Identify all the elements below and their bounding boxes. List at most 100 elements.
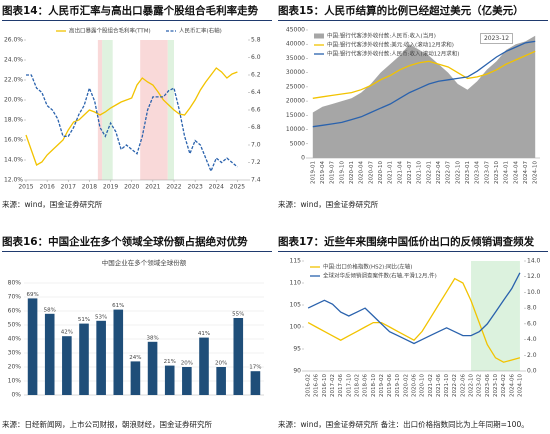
y-tick-label: 50% xyxy=(8,322,22,329)
x-tick-label: 2022-01 xyxy=(426,161,432,184)
chart: 12.0% 14.0% 16.0% 18.0% 20.0% 22.0% 24.0% 26.0%… xyxy=(4,27,261,191)
x-tick-label: 2017-10 xyxy=(346,374,352,397)
x-tick-label: 2018-02 xyxy=(354,374,360,397)
y-tick-label: 30000 xyxy=(286,69,305,76)
x-tick-label: 2021-06 xyxy=(436,374,442,397)
legend-label: 人民币汇率(右轴) xyxy=(179,27,222,35)
y-tick-label: 20% xyxy=(8,364,22,371)
chart-subtitle: 中国企业在多个领域全球份额 xyxy=(102,258,187,267)
x-tick-label: 2022-06 xyxy=(460,374,466,397)
y2-tick-label: 7.4 xyxy=(251,177,261,184)
area xyxy=(312,35,536,159)
y-tick-label: 20000 xyxy=(286,98,305,105)
x-tick-label: 2021-10 xyxy=(417,161,423,184)
x-tick-label: 2022 xyxy=(166,184,181,191)
x-tick-label: 2024-06 xyxy=(509,374,515,397)
y2-tick-label: 8.0 xyxy=(527,305,537,312)
x-tick-label: 2021-07 xyxy=(407,161,413,184)
y-tick-label: 45000 xyxy=(286,27,305,34)
x-tick-label: 2019-01 xyxy=(310,161,316,184)
shaded-region xyxy=(97,40,103,180)
bar xyxy=(164,365,175,395)
x-tick-label: 2019-10 xyxy=(339,161,345,184)
shaded-region xyxy=(167,40,174,180)
line xyxy=(307,272,521,345)
bar xyxy=(147,341,158,395)
y2-tick-label: 12.0 xyxy=(527,273,541,280)
x-tick-label: 2020 xyxy=(124,184,139,191)
y2-tick-label: 6.0 xyxy=(527,320,537,327)
data-label: 20% xyxy=(181,361,193,367)
chart: 90 95 100 105 110 115 0.0 2.0 4.0 6.0 8.0 10.0 12.0 1… xyxy=(290,258,541,397)
legend-swatch xyxy=(314,33,324,39)
x-tick-label: 2024-02 xyxy=(501,374,507,397)
y-tick-label: 35000 xyxy=(286,55,305,62)
y-tick-label: 80% xyxy=(8,280,22,287)
data-label: 53% xyxy=(95,314,107,320)
y-tick-label: 26.0% xyxy=(4,37,23,44)
y-tick-label: 115 xyxy=(290,258,302,265)
bar xyxy=(96,320,106,395)
y-tick-label: 22.0% xyxy=(4,77,23,84)
source-note: 来源：wind，国金证券研究所 xyxy=(278,200,379,209)
x-tick-label: 2021-01 xyxy=(388,161,394,184)
x-tick-label: 2022-07 xyxy=(446,161,452,184)
y-tick-label: 60% xyxy=(8,308,22,315)
y-tick-label: 70% xyxy=(8,294,22,301)
x-tick-label: 2023-06 xyxy=(485,374,491,397)
x-tick-label: 2019-04 xyxy=(320,161,326,184)
y2-tick-label: 14.0 xyxy=(527,258,541,265)
x-tick-label: 2021-02 xyxy=(428,374,434,397)
y-tick-label: 10% xyxy=(8,378,22,385)
data-label: 69% xyxy=(26,292,38,298)
x-tick-label: 2016-02 xyxy=(306,374,312,397)
x-tick-label: 2015 xyxy=(18,184,33,191)
y-tick-label: 100 xyxy=(290,324,302,331)
x-tick-label: 2018 xyxy=(82,184,97,191)
y2-tick-label: 10.0 xyxy=(527,289,541,296)
y-tick-label: 30% xyxy=(8,350,22,357)
x-tick-label: 2017-06 xyxy=(338,374,344,397)
y-tick-label: 5000 xyxy=(290,140,305,147)
data-label: 58% xyxy=(44,307,56,313)
x-tick-label: 2020-02 xyxy=(403,374,409,397)
bar xyxy=(233,318,244,395)
y-tick-label: 10000 xyxy=(286,126,305,133)
y2-tick-label: 2.0 xyxy=(527,352,537,359)
legend-label: 中国:银行代客涉外收付款:人民币:收入(滚动12月求和) xyxy=(327,50,459,58)
y-tick-label: 90 xyxy=(293,368,301,375)
bar xyxy=(130,361,141,395)
annotation: 2023-12 xyxy=(484,35,509,42)
legend-label: 中国:出口价格指数(HS2):同比(左轴) xyxy=(323,263,412,271)
y-tick-label: 24.0% xyxy=(4,57,23,64)
x-tick-label: 2020-04 xyxy=(359,161,365,184)
data-label: 42% xyxy=(61,330,73,336)
data-label: 21% xyxy=(164,359,176,365)
x-tick-label: 2019-02 xyxy=(379,374,385,397)
y2-tick-label: 7.2 xyxy=(251,159,261,166)
bar xyxy=(27,298,38,395)
data-label: 55% xyxy=(232,312,244,318)
x-tick-label: 2023-10 xyxy=(493,374,499,397)
shaded-region xyxy=(471,261,520,371)
x-tick-label: 2023 xyxy=(188,184,203,191)
x-tick-label: 2024-10 xyxy=(517,374,523,397)
y-tick-label: 0 xyxy=(301,155,305,162)
y-tick-label: 95 xyxy=(293,346,301,353)
line xyxy=(312,50,536,99)
y2-tick-label: 0.0 xyxy=(527,368,537,375)
y-tick-label: 0% xyxy=(11,392,21,399)
x-tick-label: 2021-10 xyxy=(444,374,450,397)
x-tick-label: 2020-06 xyxy=(412,374,418,397)
bar xyxy=(182,367,192,395)
y2-tick-label: 6.6 xyxy=(251,107,261,114)
data-label: 61% xyxy=(112,303,124,309)
legend-label: 中国:银行代客涉外收付款:人民币:收入(当月) xyxy=(327,32,436,40)
data-label: 51% xyxy=(78,317,90,323)
figure-title: 图表17：近些年来围绕中国低价出口的反倾销调查频发 xyxy=(278,234,548,252)
data-label: 24% xyxy=(129,355,141,361)
x-tick-label: 2021-04 xyxy=(397,161,403,184)
bar xyxy=(216,367,226,395)
x-tick-label: 2019 xyxy=(103,184,118,191)
